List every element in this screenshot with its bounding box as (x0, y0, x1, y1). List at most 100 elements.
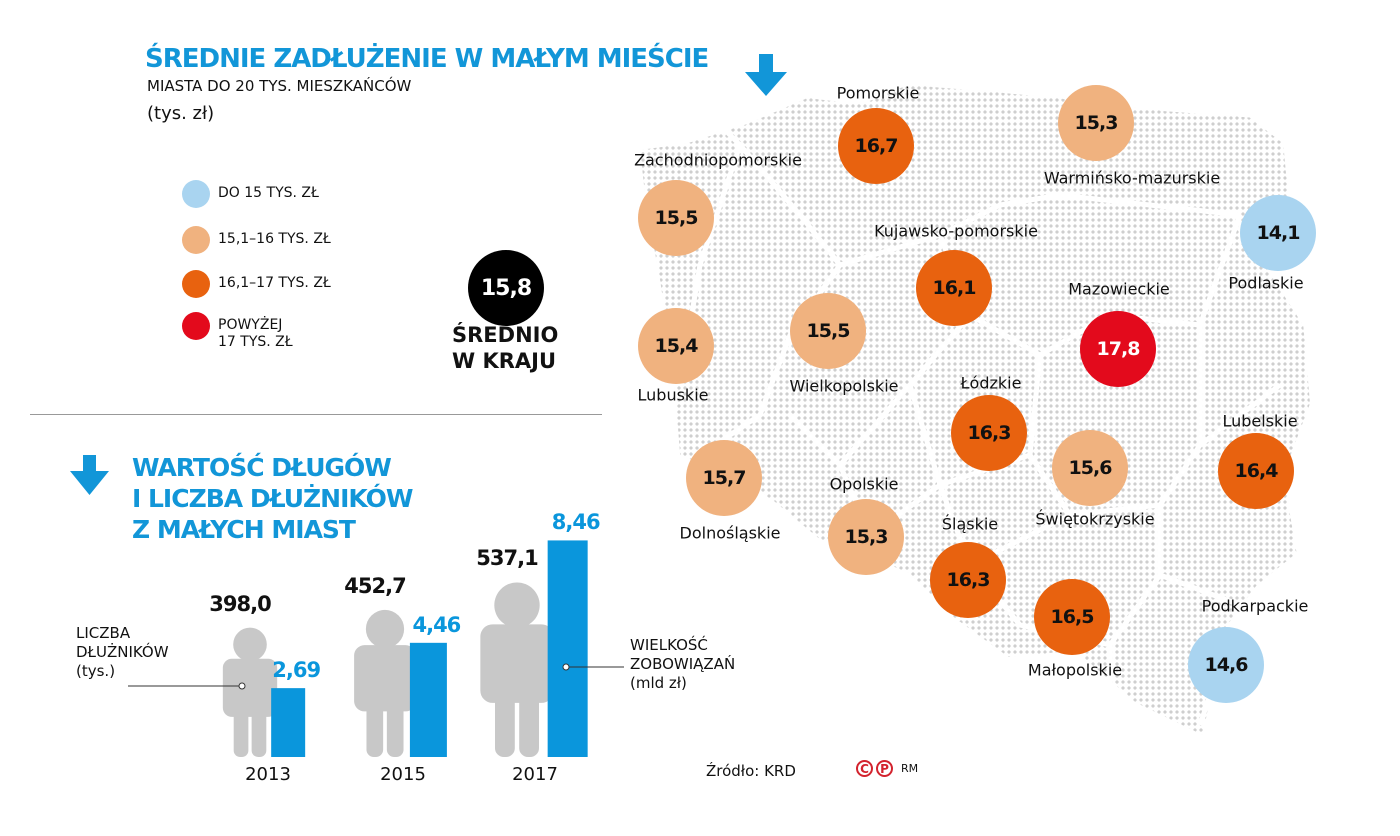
publisher-logo: C P RM (856, 760, 918, 777)
region-value-circle: 16,5 (1034, 579, 1110, 655)
person-leg (495, 687, 515, 757)
region-value-circle: 16,7 (838, 108, 914, 184)
region-label: Łódzkie (960, 373, 1022, 393)
national-average-label: ŚREDNIO W KRAJU (452, 322, 572, 374)
arrow-down-icon (70, 455, 109, 495)
person-leg (519, 687, 539, 757)
label-line: (tys.) (76, 662, 116, 680)
year-label: 2013 (245, 764, 291, 785)
bar (409, 642, 447, 757)
debt-value-label: 2,69 (272, 658, 321, 683)
region-label: Lubelskie (1222, 411, 1298, 431)
map-title: ŚREDNIE ZADŁUŻENIE W MAŁYM MIEŚCIE (145, 44, 709, 74)
poland-map (640, 85, 1310, 735)
bar-chart-plot (128, 540, 624, 757)
legend-swatch (182, 226, 210, 254)
legend-label: DO 15 TYS. ZŁ (218, 185, 319, 201)
region-value-circle: 16,1 (916, 250, 992, 326)
bar (271, 688, 306, 757)
person-leg (366, 698, 384, 757)
region-label: Świętokrzyskie (1035, 509, 1155, 529)
legend-line: 17 TYS. ZŁ (218, 334, 293, 350)
region-value-circle: 15,4 (638, 308, 714, 384)
source-note: Źródło: KRD (706, 762, 796, 780)
bar (547, 540, 588, 757)
legend-line: POWYŻEJ (218, 317, 283, 333)
avg-line: ŚREDNIO (452, 323, 559, 347)
person-body (354, 645, 416, 712)
region-label: Warmińsko-mazurskie (1043, 168, 1221, 188)
year-label: 2017 (512, 764, 558, 785)
region-label: Opolskie (829, 474, 899, 494)
title-line: Z MAŁYCH MIAST (132, 515, 356, 544)
person-leg (386, 698, 404, 757)
person-leg (233, 705, 249, 757)
region-label: Wielkopolskie (789, 376, 899, 396)
debt-value-label: 8,46 (551, 510, 601, 535)
series-2-label: WIELKOŚĆ ZOBOWIĄZAŃ (mld zł) (630, 636, 735, 693)
legend-item: 16,1–17 TYS. ZŁ (182, 270, 331, 298)
national-average-circle: 15,8 (468, 250, 544, 326)
region-value-circle: 14,1 (1240, 195, 1316, 271)
title-line: I LICZBA DŁUŻNIKÓW (132, 484, 413, 513)
region-value-circle: 16,3 (930, 542, 1006, 618)
debtor-count-label: 452,7 (344, 573, 406, 598)
person-head (233, 627, 267, 662)
bar-chart-title: WARTOŚĆ DŁUGÓW I LICZBA DŁUŻNIKÓW Z MAŁY… (132, 452, 413, 545)
region-label: Mazowieckie (1068, 279, 1170, 299)
legend-item: 15,1–16 TYS. ZŁ (182, 226, 331, 254)
region-label: Małopolskie (1027, 660, 1123, 680)
region-label: Kujawsko-pomorskie (874, 221, 1038, 241)
year-label: 2015 (380, 764, 426, 785)
legend-swatch (182, 270, 210, 298)
legend-label: 16,1–17 TYS. ZŁ (218, 275, 331, 291)
region-label: Pomorskie (836, 83, 920, 103)
debtor-count-label: 537,1 (476, 546, 538, 571)
logo-text: RM (901, 762, 919, 775)
region-value-circle: 15,3 (828, 499, 904, 575)
copyright-icon: C (856, 760, 873, 777)
debtor-count-label: 398,0 (209, 591, 271, 616)
label-line: DŁUŻNIKÓW (76, 643, 169, 661)
region-value-circle: 15,7 (686, 440, 762, 516)
person-body (222, 658, 278, 717)
label-line: WIELKOŚĆ (630, 636, 708, 654)
label-line: LICZBA (76, 624, 131, 642)
region-label: Zachodniopomorskie (634, 150, 802, 170)
legend-swatch (182, 180, 210, 208)
leader-dot (562, 663, 570, 671)
legend-label: 15,1–16 TYS. ZŁ (218, 231, 331, 247)
region-value-circle: 15,6 (1052, 430, 1128, 506)
person-head (494, 582, 540, 628)
debt-value-label: 4,46 (412, 612, 461, 637)
legend-item: DO 15 TYS. ZŁ (182, 180, 319, 208)
region-value-circle: 17,8 (1080, 311, 1156, 387)
region-value-circle: 16,3 (951, 395, 1027, 471)
region-label: Dolnośląskie (679, 523, 781, 543)
legend-label: POWYŻEJ 17 TYS. ZŁ (218, 312, 293, 351)
label-line: (mld zł) (630, 674, 687, 692)
legend-swatch (182, 312, 210, 340)
region-label: Podkarpackie (1201, 596, 1309, 616)
title-line: WARTOŚĆ DŁUGÓW (132, 453, 392, 482)
region-label: Śląskie (941, 514, 999, 534)
region-value-circle: 15,3 (1058, 85, 1134, 161)
region-value-circle: 15,5 (790, 293, 866, 369)
label-line: ZOBOWIĄZAŃ (630, 655, 736, 673)
legend-item: POWYŻEJ 17 TYS. ZŁ (182, 312, 293, 351)
region-value-circle: 16,4 (1218, 433, 1294, 509)
person-leg (251, 705, 267, 757)
divider (30, 414, 602, 415)
region-label: Podlaskie (1228, 273, 1304, 293)
person-head (365, 609, 405, 649)
region-value-circle: 15,5 (638, 180, 714, 256)
person-body (480, 624, 554, 703)
map-subtitle: MIASTA DO 20 TYS. MIESZKAŃCÓW (147, 77, 412, 95)
p-mark-icon: P (876, 760, 893, 777)
series-1-label: LICZBA DŁUŻNIKÓW (tys.) (76, 624, 169, 681)
avg-line: W KRAJU (452, 349, 557, 373)
region-value-circle: 14,6 (1188, 627, 1264, 703)
leader-dot (238, 682, 246, 690)
arrow-down-icon (745, 54, 787, 96)
map-unit: (tys. zł) (147, 103, 215, 124)
